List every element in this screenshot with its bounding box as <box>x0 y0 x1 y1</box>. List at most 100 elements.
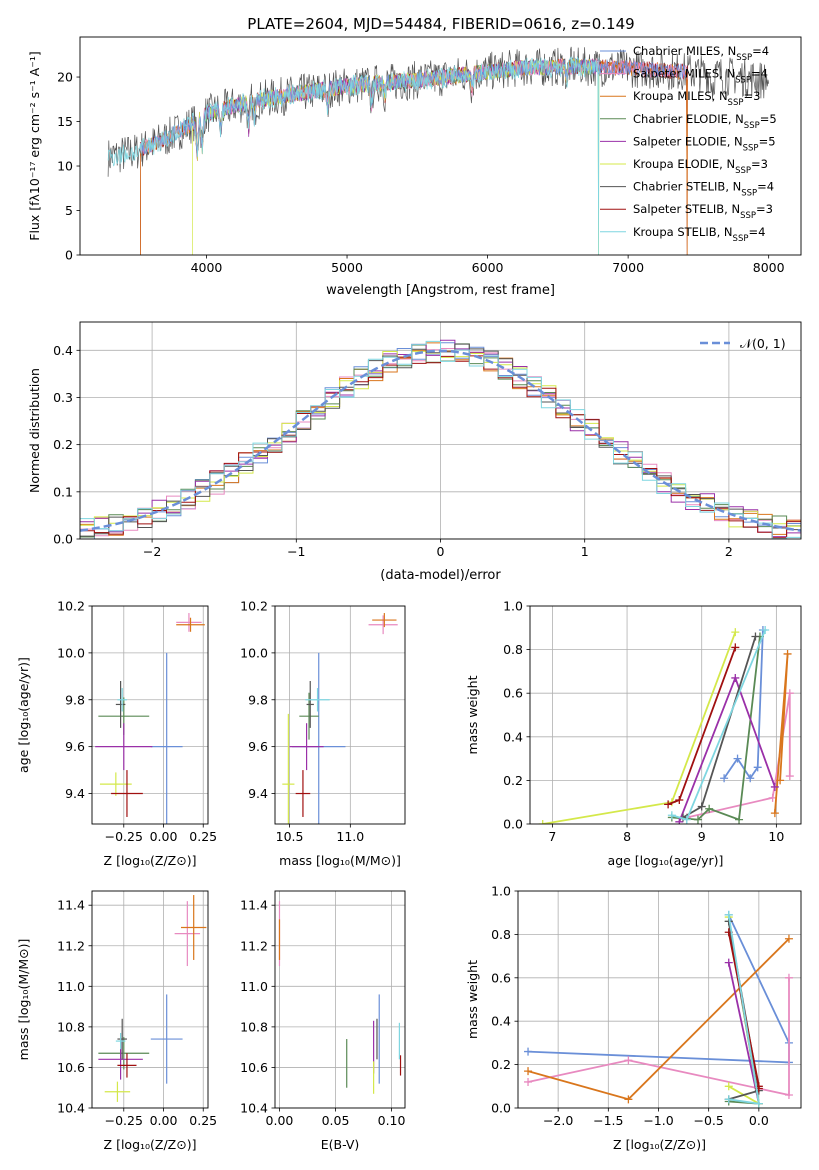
y-axis-label: age [log₁₀(age/yr)] <box>16 657 31 773</box>
y-tick-label: 11.2 <box>57 938 85 953</box>
error-bar-point <box>176 617 205 632</box>
data-point <box>753 763 762 772</box>
weight-series <box>682 689 794 822</box>
plot-area <box>518 891 801 1108</box>
legend-name: Kroupa ELODIE, N <box>633 157 735 171</box>
weight-series <box>664 643 740 809</box>
data-point <box>784 934 793 943</box>
legend-name: Kroupa STELIB, N <box>633 225 733 239</box>
legend-name: Salpeter MILES, N <box>633 67 735 81</box>
weight-series <box>538 628 740 824</box>
data-layer <box>282 613 398 824</box>
axes-frame <box>274 605 406 825</box>
x-tick-label: 0 <box>437 544 445 559</box>
y-tick-label: 0.0 <box>491 1101 511 1116</box>
data-point <box>675 796 684 805</box>
x-axis-label: mass [log₁₀(M/M⊙)] <box>279 853 401 868</box>
y-tick-label: 0.6 <box>503 686 523 701</box>
y-tick-label: 9.6 <box>65 739 85 754</box>
y-tick-label: 0.4 <box>491 1014 511 1029</box>
y-tick-label: 15 <box>57 114 73 129</box>
axes: 4000 5000 6000 7000 8000 0 5 10 15 20 <box>57 36 802 275</box>
age-vs-mass-panel: 10.5 11.0 9.4 9.6 9.8 10.0 10.2 mass [log₁₀(M/M… <box>240 599 406 868</box>
x-tick-label: −0.25 <box>105 1113 143 1128</box>
axes-frame <box>91 605 209 825</box>
error-bar-point <box>174 901 201 967</box>
y-tick-label: 0 <box>65 248 73 263</box>
error-bar-point <box>150 652 183 824</box>
error-bar-point <box>104 1081 131 1102</box>
legend-sub: SSP <box>743 143 759 153</box>
data-layer <box>95 613 205 824</box>
data-point <box>667 811 676 820</box>
data-layer <box>278 901 402 1094</box>
y-tick-label: 0.2 <box>503 773 523 788</box>
data-layer <box>98 895 207 1102</box>
data-point <box>785 772 794 781</box>
error-bar-point <box>180 895 207 960</box>
legend-entry: Kroupa STELIB, NSSP=4 <box>633 225 765 244</box>
mass-weight-vs-age-panel: 7 8 9 10 0.0 0.2 0.4 0.6 0.8 1.0 age [log₁₀(age/yr… <box>465 599 802 868</box>
y-tick-label: 0.6 <box>491 970 511 985</box>
legend-count: =4 <box>757 180 774 194</box>
error-bar-point <box>176 613 202 632</box>
error-bar-point <box>305 688 330 712</box>
y-axis-label: Normed distribution <box>27 368 42 493</box>
series-line <box>682 636 757 819</box>
y-tick-label: 10 <box>57 159 73 174</box>
legend-count: =5 <box>759 134 776 148</box>
error-bar-point <box>282 713 295 824</box>
legend-entry: Salpeter ELODIE, NSSP=5 <box>633 134 776 153</box>
y-tick-label: 9.4 <box>65 786 85 801</box>
x-axis-label: (data-model)/error <box>380 568 501 583</box>
legend-entry: Kroupa ELODIE, NSSP=3 <box>633 157 768 176</box>
data-point <box>770 782 779 791</box>
y-tick-label: 10.8 <box>57 1019 85 1034</box>
error-bar-point <box>117 1018 127 1060</box>
legend-entry: Salpeter MILES, NSSP=4 <box>633 67 768 86</box>
x-tick-label: 7 <box>548 829 556 844</box>
y-tick-label: 10.4 <box>57 1101 85 1116</box>
axes: 7 8 9 10 0.0 0.2 0.4 0.6 0.8 1.0 <box>503 599 802 844</box>
figure-title: PLATE=2604, MJD=54484, FIBERID=0616, z=0… <box>247 15 634 33</box>
x-tick-label: 9 <box>698 829 706 844</box>
data-point <box>733 754 742 763</box>
legend-count: =4 <box>748 225 765 239</box>
x-tick-label: −0.5 <box>693 1113 723 1128</box>
weight-series <box>675 673 779 824</box>
error-bar-point <box>368 615 398 635</box>
axes: −2 −1 0 1 2 0.0 0.1 0.2 0.3 0.4 <box>53 321 802 559</box>
grid <box>530 606 801 824</box>
data-point <box>776 776 785 785</box>
x-tick-label: 10 <box>768 829 784 844</box>
x-tick-label: 0.05 <box>322 1113 350 1128</box>
x-tick-label: 0.25 <box>189 1113 217 1128</box>
x-tick-label: 2 <box>725 544 733 559</box>
y-axis-label: mass weight <box>465 960 480 1039</box>
y-tick-label: 11.4 <box>240 898 268 913</box>
data-point <box>524 1047 533 1056</box>
plot-area <box>275 606 405 824</box>
legend-count: =3 <box>751 157 768 171</box>
axes-frame <box>79 36 802 256</box>
y-axis-label: Flux [fλ10⁻¹⁷ erg cm⁻² s⁻¹ A⁻¹] <box>27 51 42 240</box>
weight-series <box>724 910 763 1108</box>
data-point <box>705 804 714 813</box>
axes-frame <box>91 890 209 1109</box>
x-tick-label: 0.25 <box>189 829 217 844</box>
data-point <box>675 817 684 824</box>
grid <box>518 891 801 1108</box>
series-line <box>527 977 790 1097</box>
data-point <box>751 632 760 641</box>
legend-sub: SSP <box>741 189 757 199</box>
plot-area <box>107 46 770 255</box>
x-axis-label: Z [log₁₀(Z/Z⊙)] <box>104 853 197 868</box>
data-point <box>724 910 733 919</box>
y-tick-label: 10.0 <box>240 645 268 660</box>
spectrum-series <box>107 55 600 255</box>
spectrum-panel: 4000 5000 6000 7000 8000 0 5 10 15 20 wavelength [… <box>27 36 802 298</box>
data-layer <box>107 46 770 255</box>
y-tick-label: 11.0 <box>57 979 85 994</box>
grid <box>275 891 405 1108</box>
